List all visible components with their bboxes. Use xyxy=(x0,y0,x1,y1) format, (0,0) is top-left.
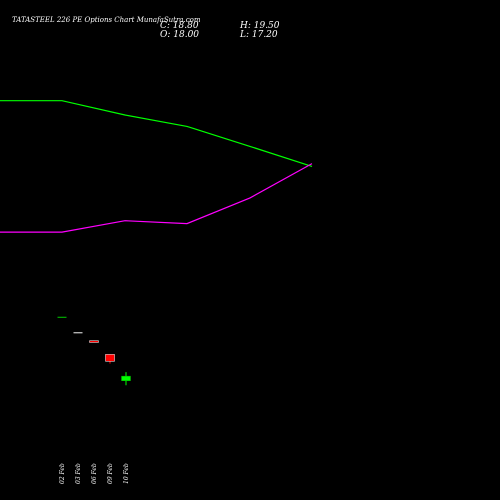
date-label: 09 Feb xyxy=(107,463,114,484)
candle-body xyxy=(57,316,67,318)
open-label: O: 18.00 xyxy=(160,30,199,40)
date-label: 02 Feb xyxy=(59,463,66,484)
candle-09-feb xyxy=(105,354,115,364)
date-label: 03 Feb xyxy=(75,463,82,484)
date-axis-labels: 02 Feb 03 Feb 06 Feb 09 Feb 10 Feb xyxy=(59,463,130,484)
candle-body xyxy=(105,354,115,362)
candle-03-feb xyxy=(73,332,83,334)
close-label: C: 18.80 xyxy=(160,21,199,31)
date-label: 06 Feb xyxy=(91,463,98,484)
chart-title: TATASTEEL 226 PE Options Chart MunafaSut… xyxy=(12,16,201,24)
high-label: H: 19.50 xyxy=(239,21,280,31)
candle-02-feb xyxy=(57,316,67,318)
moving-average-lines xyxy=(0,100,313,233)
candle-body xyxy=(89,340,99,343)
candles xyxy=(57,316,131,386)
date-label: 10 Feb xyxy=(123,463,130,484)
candle-06-feb xyxy=(89,340,99,343)
candle-body xyxy=(73,332,83,334)
candle-10-feb xyxy=(121,372,131,386)
indicator-line-1 xyxy=(0,100,313,167)
low-label: L: 17.20 xyxy=(239,30,278,40)
indicator-line-2 xyxy=(0,163,313,233)
candle-body xyxy=(121,375,131,381)
